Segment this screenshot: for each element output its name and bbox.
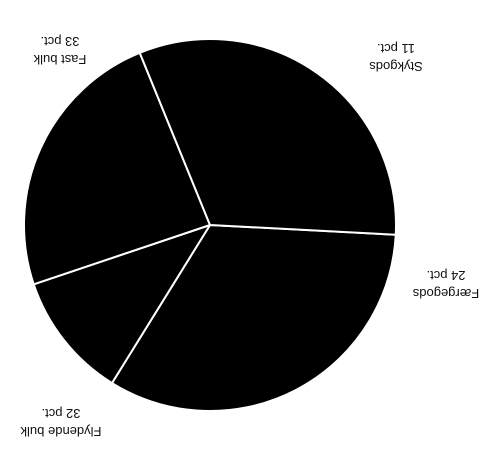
pie-slice-fast-bulk [110, 223, 397, 412]
label-stykgods-value: 11 pct. [377, 41, 415, 56]
label-fast-bulk: Fast bulk 33 pct. [33, 34, 86, 67]
label-faergegods: Færgegods 24 pct. [412, 268, 479, 301]
label-stykgods-name: Stykgods [369, 59, 423, 74]
pie-slice-stykgods [32, 223, 213, 385]
label-flydende-bulk: Flydende bulk 32 pct. [20, 406, 101, 439]
label-stykgods: Stykgods 11 pct. [369, 41, 423, 74]
label-faergegods-name: Færgegods [412, 286, 479, 301]
label-fast-bulk-name: Fast bulk [33, 52, 86, 67]
pie-slice-f-rgegods [23, 51, 212, 286]
pie-slice-flydende-bulk [138, 38, 397, 236]
label-faergegods-value: 24 pct. [426, 268, 465, 283]
label-flydende-bulk-name: Flydende bulk [20, 424, 101, 439]
label-flydende-bulk-value: 32 pct. [41, 406, 80, 421]
pie-slices [23, 38, 397, 412]
label-fast-bulk-value: 33 pct. [40, 34, 79, 49]
